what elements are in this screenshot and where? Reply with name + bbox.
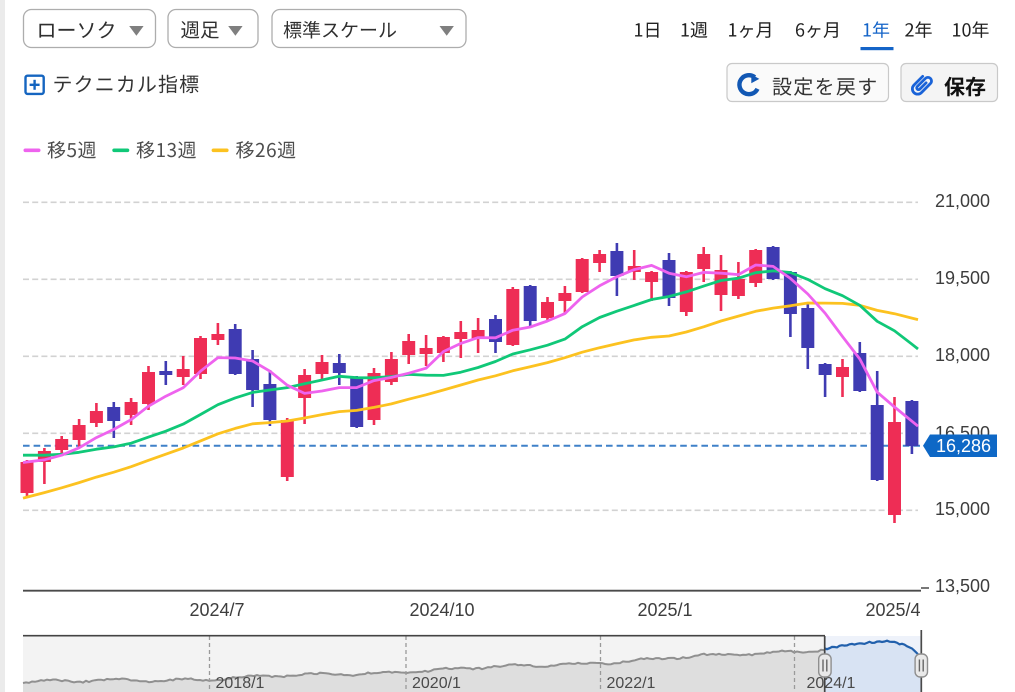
svg-text:16,286: 16,286 xyxy=(936,436,991,456)
svg-text:2020/1: 2020/1 xyxy=(412,675,461,692)
svg-text:18,000: 18,000 xyxy=(935,345,990,365)
svg-text:19,500: 19,500 xyxy=(935,268,990,288)
svg-text:21,000: 21,000 xyxy=(935,191,990,211)
svg-text:13,500: 13,500 xyxy=(935,576,990,596)
svg-text:2024/10: 2024/10 xyxy=(409,600,474,620)
svg-text:2024/7: 2024/7 xyxy=(189,600,244,620)
svg-text:15,000: 15,000 xyxy=(935,499,990,519)
svg-text:2024/1: 2024/1 xyxy=(807,675,856,692)
svg-text:2025/1: 2025/1 xyxy=(637,600,692,620)
svg-text:2025/4: 2025/4 xyxy=(865,600,920,620)
svg-text:2022/1: 2022/1 xyxy=(607,675,656,692)
svg-text:2018/1: 2018/1 xyxy=(216,675,265,692)
